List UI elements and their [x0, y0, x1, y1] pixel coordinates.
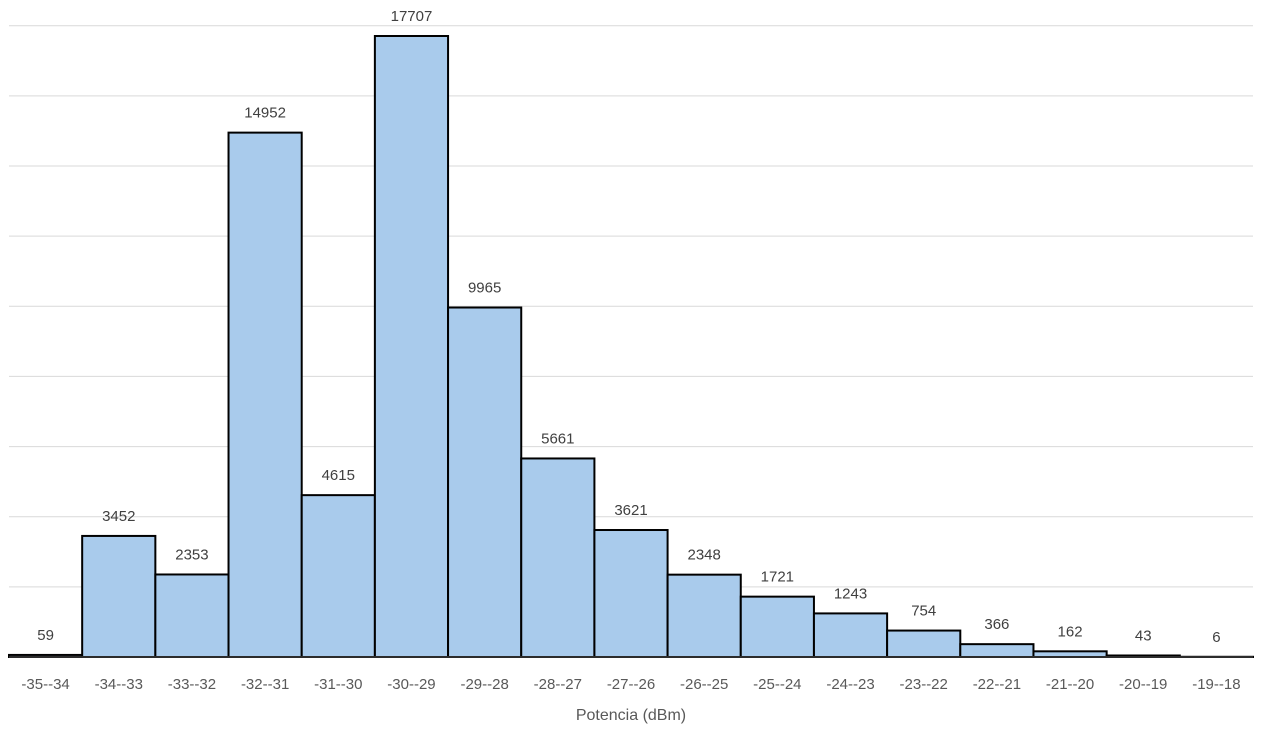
- bar--30--29: [375, 36, 448, 657]
- x-tick-labels: -35--34 -34--33 -33--32 -32--31 -31--30 -30--…: [21, 676, 1240, 693]
- x-tick-label: -27--26: [607, 676, 655, 693]
- bar--33--32: [155, 574, 228, 657]
- data-label: 9965: [468, 280, 501, 297]
- data-label: 1721: [761, 569, 794, 586]
- x-tick-label: -22--21: [973, 676, 1021, 693]
- bar--26--25: [668, 575, 741, 657]
- x-tick-label: -19--18: [1192, 676, 1240, 693]
- x-tick-label: -20--19: [1119, 676, 1167, 693]
- bars: [9, 36, 1253, 657]
- x-tick-label: -26--25: [680, 676, 728, 693]
- bar--24--23: [814, 613, 887, 657]
- data-label: 6: [1212, 629, 1220, 646]
- x-tick-label: -30--29: [387, 676, 435, 693]
- x-tick-label: -21--20: [1046, 676, 1094, 693]
- bar--23--22: [887, 631, 960, 657]
- bar--21--20: [1033, 651, 1106, 657]
- bar--22--21: [960, 644, 1033, 657]
- x-tick-label: -28--27: [534, 676, 582, 693]
- x-tick-label: -25--24: [753, 676, 801, 693]
- data-label: 14952: [244, 105, 286, 122]
- bar--29--28: [448, 308, 521, 657]
- x-axis-title: Potencia (dBm): [576, 707, 686, 724]
- x-tick-label: -29--28: [460, 676, 508, 693]
- data-label: 2348: [687, 547, 720, 564]
- bar--28--27: [521, 458, 594, 657]
- bar--25--24: [741, 597, 814, 657]
- data-label: 5661: [541, 430, 574, 447]
- data-label: 2353: [175, 546, 208, 563]
- bar--34--33: [82, 536, 155, 657]
- data-label: 3621: [614, 502, 647, 519]
- data-label: 59: [37, 627, 54, 644]
- data-label: 3452: [102, 508, 135, 525]
- x-tick-label: -24--23: [826, 676, 874, 693]
- data-label: 366: [984, 616, 1009, 633]
- bar--32--31: [229, 133, 302, 657]
- data-label: 754: [911, 603, 936, 620]
- x-tick-label: -35--34: [21, 676, 69, 693]
- x-tick-label: -32--31: [241, 676, 289, 693]
- data-label: 1243: [834, 585, 867, 602]
- data-label: 43: [1135, 627, 1152, 644]
- x-tick-label: -33--32: [168, 676, 216, 693]
- bar--27--26: [594, 530, 667, 657]
- x-tick-label: -31--30: [314, 676, 362, 693]
- data-label: 17707: [391, 8, 433, 25]
- data-label: 162: [1058, 623, 1083, 640]
- x-tick-label: -34--33: [95, 676, 143, 693]
- bar--31--30: [302, 495, 375, 657]
- data-label: 4615: [322, 467, 355, 484]
- x-tick-label: -23--22: [900, 676, 948, 693]
